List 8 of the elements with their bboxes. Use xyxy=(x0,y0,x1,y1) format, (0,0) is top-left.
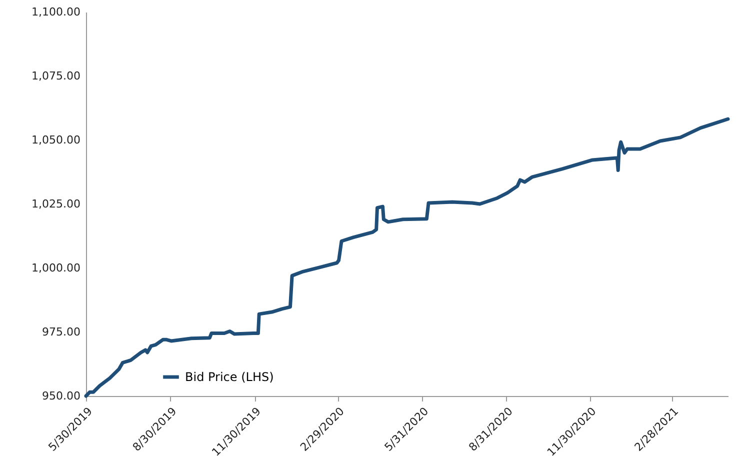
legend-label: Bid Price (LHS) xyxy=(185,370,274,384)
y-tick-label: 1,100.00 xyxy=(32,6,80,18)
y-tick-label: 950.00 xyxy=(42,390,80,402)
y-tick-label: 1,075.00 xyxy=(32,70,80,82)
y-tick-label: 1,000.00 xyxy=(32,262,80,274)
y-tick-label: 975.00 xyxy=(42,326,80,338)
y-tick-label: 1,025.00 xyxy=(32,198,80,210)
y-tick-label: 1,050.00 xyxy=(32,134,80,146)
